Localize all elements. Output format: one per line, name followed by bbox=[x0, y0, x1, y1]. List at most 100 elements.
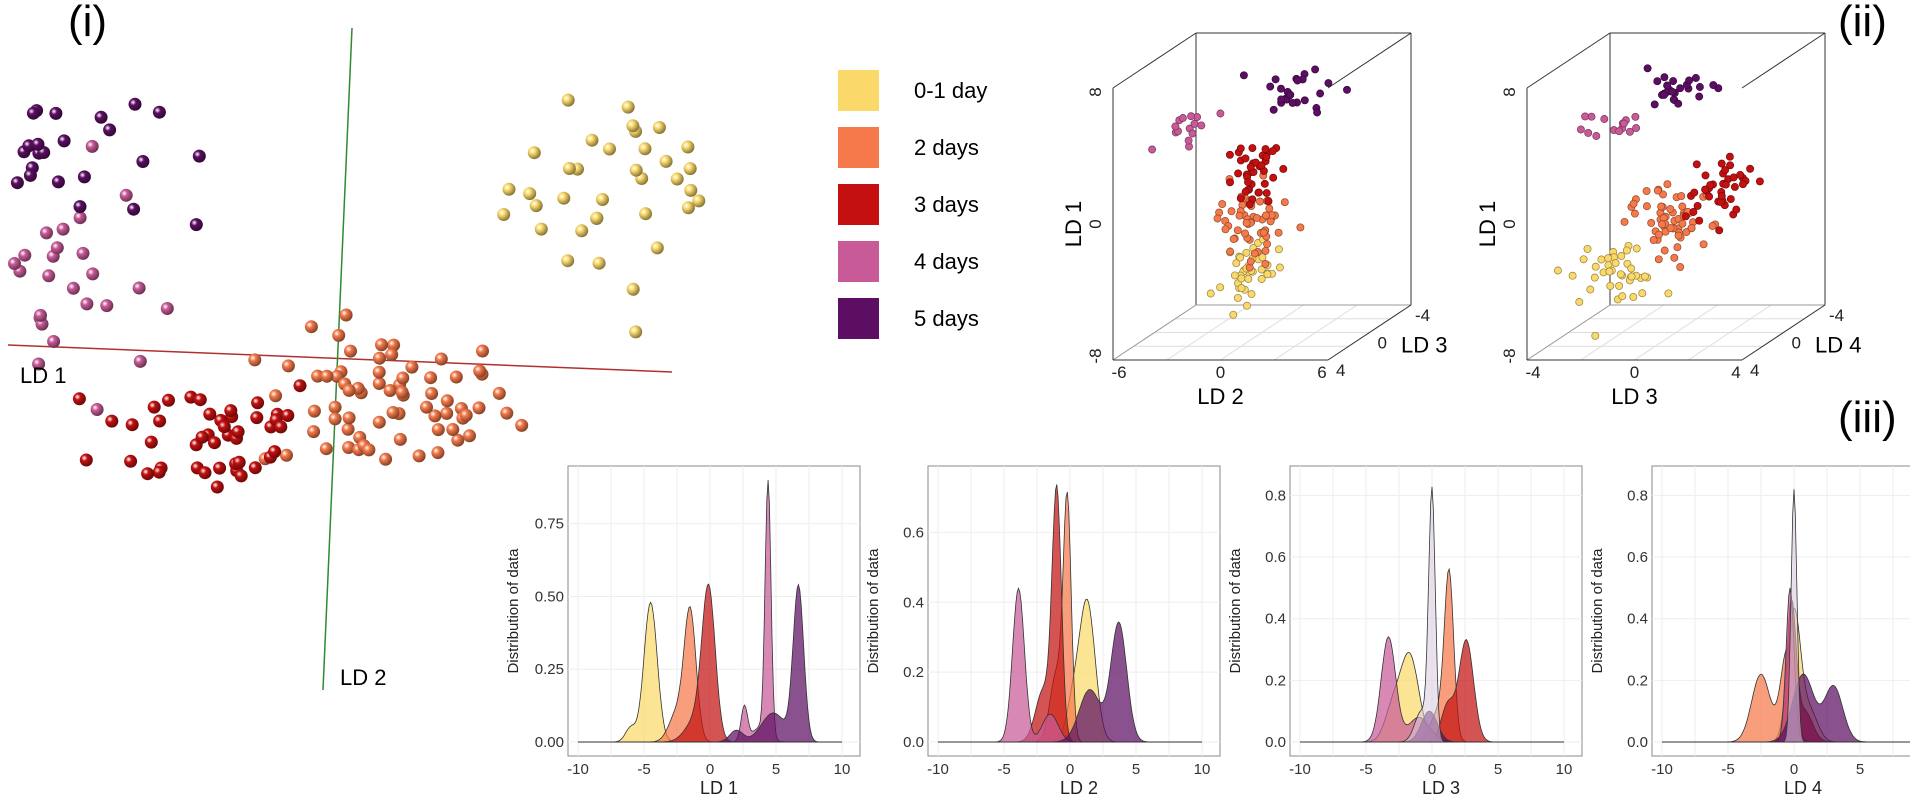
scatter-point bbox=[1229, 310, 1238, 319]
tick-label: -10 bbox=[1651, 761, 1673, 778]
scatter-point bbox=[396, 371, 410, 385]
scatter-point bbox=[1269, 105, 1278, 114]
scatter-point bbox=[342, 411, 356, 425]
scatter-point bbox=[1259, 228, 1268, 237]
scatter-point bbox=[1664, 289, 1673, 298]
scatter-point bbox=[412, 449, 426, 463]
scatter-point bbox=[1230, 271, 1239, 280]
scatter-point bbox=[1171, 122, 1180, 131]
scatter-point bbox=[1254, 188, 1263, 197]
scatter-point bbox=[1685, 76, 1694, 85]
scatter-point bbox=[1246, 163, 1255, 172]
scatter-point bbox=[198, 466, 212, 480]
scatter-point bbox=[1678, 202, 1687, 211]
scatter-point bbox=[274, 420, 288, 434]
scatter-point bbox=[379, 452, 393, 466]
scatter-point bbox=[293, 379, 307, 393]
scatter-point bbox=[231, 425, 245, 439]
scatter-point bbox=[1242, 218, 1251, 227]
scatter-point bbox=[1638, 289, 1647, 298]
scatter-point bbox=[626, 282, 640, 296]
tick-label: 0.0 bbox=[1627, 734, 1648, 751]
scatter-point bbox=[1647, 218, 1656, 227]
scatter-point bbox=[31, 137, 45, 151]
scatter-point bbox=[1280, 198, 1289, 207]
tick-label: -10 bbox=[1289, 761, 1311, 778]
scatter-point bbox=[1586, 285, 1595, 294]
tick-label: 5 bbox=[1856, 761, 1864, 778]
scatter-point bbox=[529, 199, 543, 213]
scatter-point bbox=[1275, 263, 1284, 272]
density-plot-ld4: 0.0 0.2 0.4 0.6 0.8 -10 -5 0 5 LD 4 Distribution o… bbox=[1589, 465, 1910, 798]
tick-label: -8 bbox=[1500, 348, 1519, 363]
scatter-point bbox=[319, 442, 333, 456]
scatter-point bbox=[1221, 225, 1230, 234]
scatter-point bbox=[1233, 226, 1242, 235]
scatter-point bbox=[1233, 293, 1242, 302]
scatter-point bbox=[1674, 231, 1683, 240]
legend-label: 0-1 day bbox=[914, 78, 987, 103]
scatter-point bbox=[1237, 284, 1246, 293]
scatter-point bbox=[626, 119, 640, 133]
scatter-point bbox=[1701, 185, 1710, 194]
scatter-point bbox=[248, 461, 262, 475]
scatter-point bbox=[1269, 173, 1278, 182]
scatter-point bbox=[1663, 81, 1672, 90]
tick-label: 0.8 bbox=[1627, 487, 1648, 504]
tick-label: -10 bbox=[927, 761, 949, 778]
scatter-point bbox=[1148, 145, 1157, 154]
scatter-point bbox=[1670, 253, 1679, 262]
scatter-point bbox=[152, 105, 166, 119]
scatter-point bbox=[125, 418, 139, 432]
scatter-point bbox=[449, 370, 463, 384]
scatter-point bbox=[1726, 161, 1735, 170]
scatter-point bbox=[1288, 98, 1297, 107]
scatter-point bbox=[420, 400, 433, 414]
scatter-point bbox=[1604, 254, 1613, 263]
scatter-point bbox=[428, 409, 442, 423]
density-curve bbox=[1662, 489, 1910, 743]
scatter-point bbox=[339, 308, 353, 322]
tick-label: -6 bbox=[1111, 363, 1126, 382]
tick-label: 0 bbox=[1066, 761, 1074, 778]
scatter-point bbox=[268, 445, 282, 459]
scatter-point bbox=[328, 400, 342, 414]
scatter-point bbox=[57, 134, 71, 148]
scatter-point bbox=[1262, 189, 1271, 198]
scatter-point bbox=[1584, 128, 1593, 137]
scatter-point bbox=[385, 348, 399, 362]
scatter-point bbox=[144, 435, 158, 449]
z-axis-label: LD 4 bbox=[1815, 333, 1861, 358]
scatter-point bbox=[1721, 180, 1730, 189]
scatter-point bbox=[1619, 119, 1628, 128]
legend-label: 5 days bbox=[914, 306, 979, 331]
scatter-point bbox=[1216, 283, 1225, 292]
scatter-point bbox=[328, 412, 342, 426]
scatter-point bbox=[603, 142, 616, 156]
scatter-point bbox=[1226, 247, 1235, 256]
scatter-point bbox=[1247, 290, 1256, 299]
scatter-point bbox=[1248, 144, 1257, 153]
legend-swatch bbox=[838, 70, 879, 111]
scatter-point bbox=[405, 360, 419, 374]
scatter-point bbox=[1591, 331, 1600, 340]
scatter-point bbox=[281, 359, 295, 373]
scatter-point bbox=[373, 351, 386, 365]
scatter-point bbox=[1620, 217, 1629, 226]
scatter-point bbox=[1213, 214, 1222, 223]
scatter-point bbox=[1261, 145, 1270, 154]
scatter-point bbox=[1277, 84, 1285, 93]
tick-label: 4 bbox=[1750, 361, 1759, 380]
scatter-point bbox=[1732, 205, 1741, 214]
scatter-point bbox=[311, 369, 325, 383]
scatter-point bbox=[1655, 230, 1663, 239]
scatter-point bbox=[224, 404, 238, 418]
scatter-point bbox=[32, 357, 46, 371]
scatter-point bbox=[1597, 255, 1606, 264]
scatter-point bbox=[1252, 213, 1261, 222]
tick-label: 0.2 bbox=[1265, 672, 1286, 689]
scatter-point bbox=[393, 432, 407, 446]
scatter-point bbox=[395, 385, 409, 399]
scatter-point bbox=[1583, 244, 1592, 253]
scatter-point bbox=[1241, 229, 1249, 238]
